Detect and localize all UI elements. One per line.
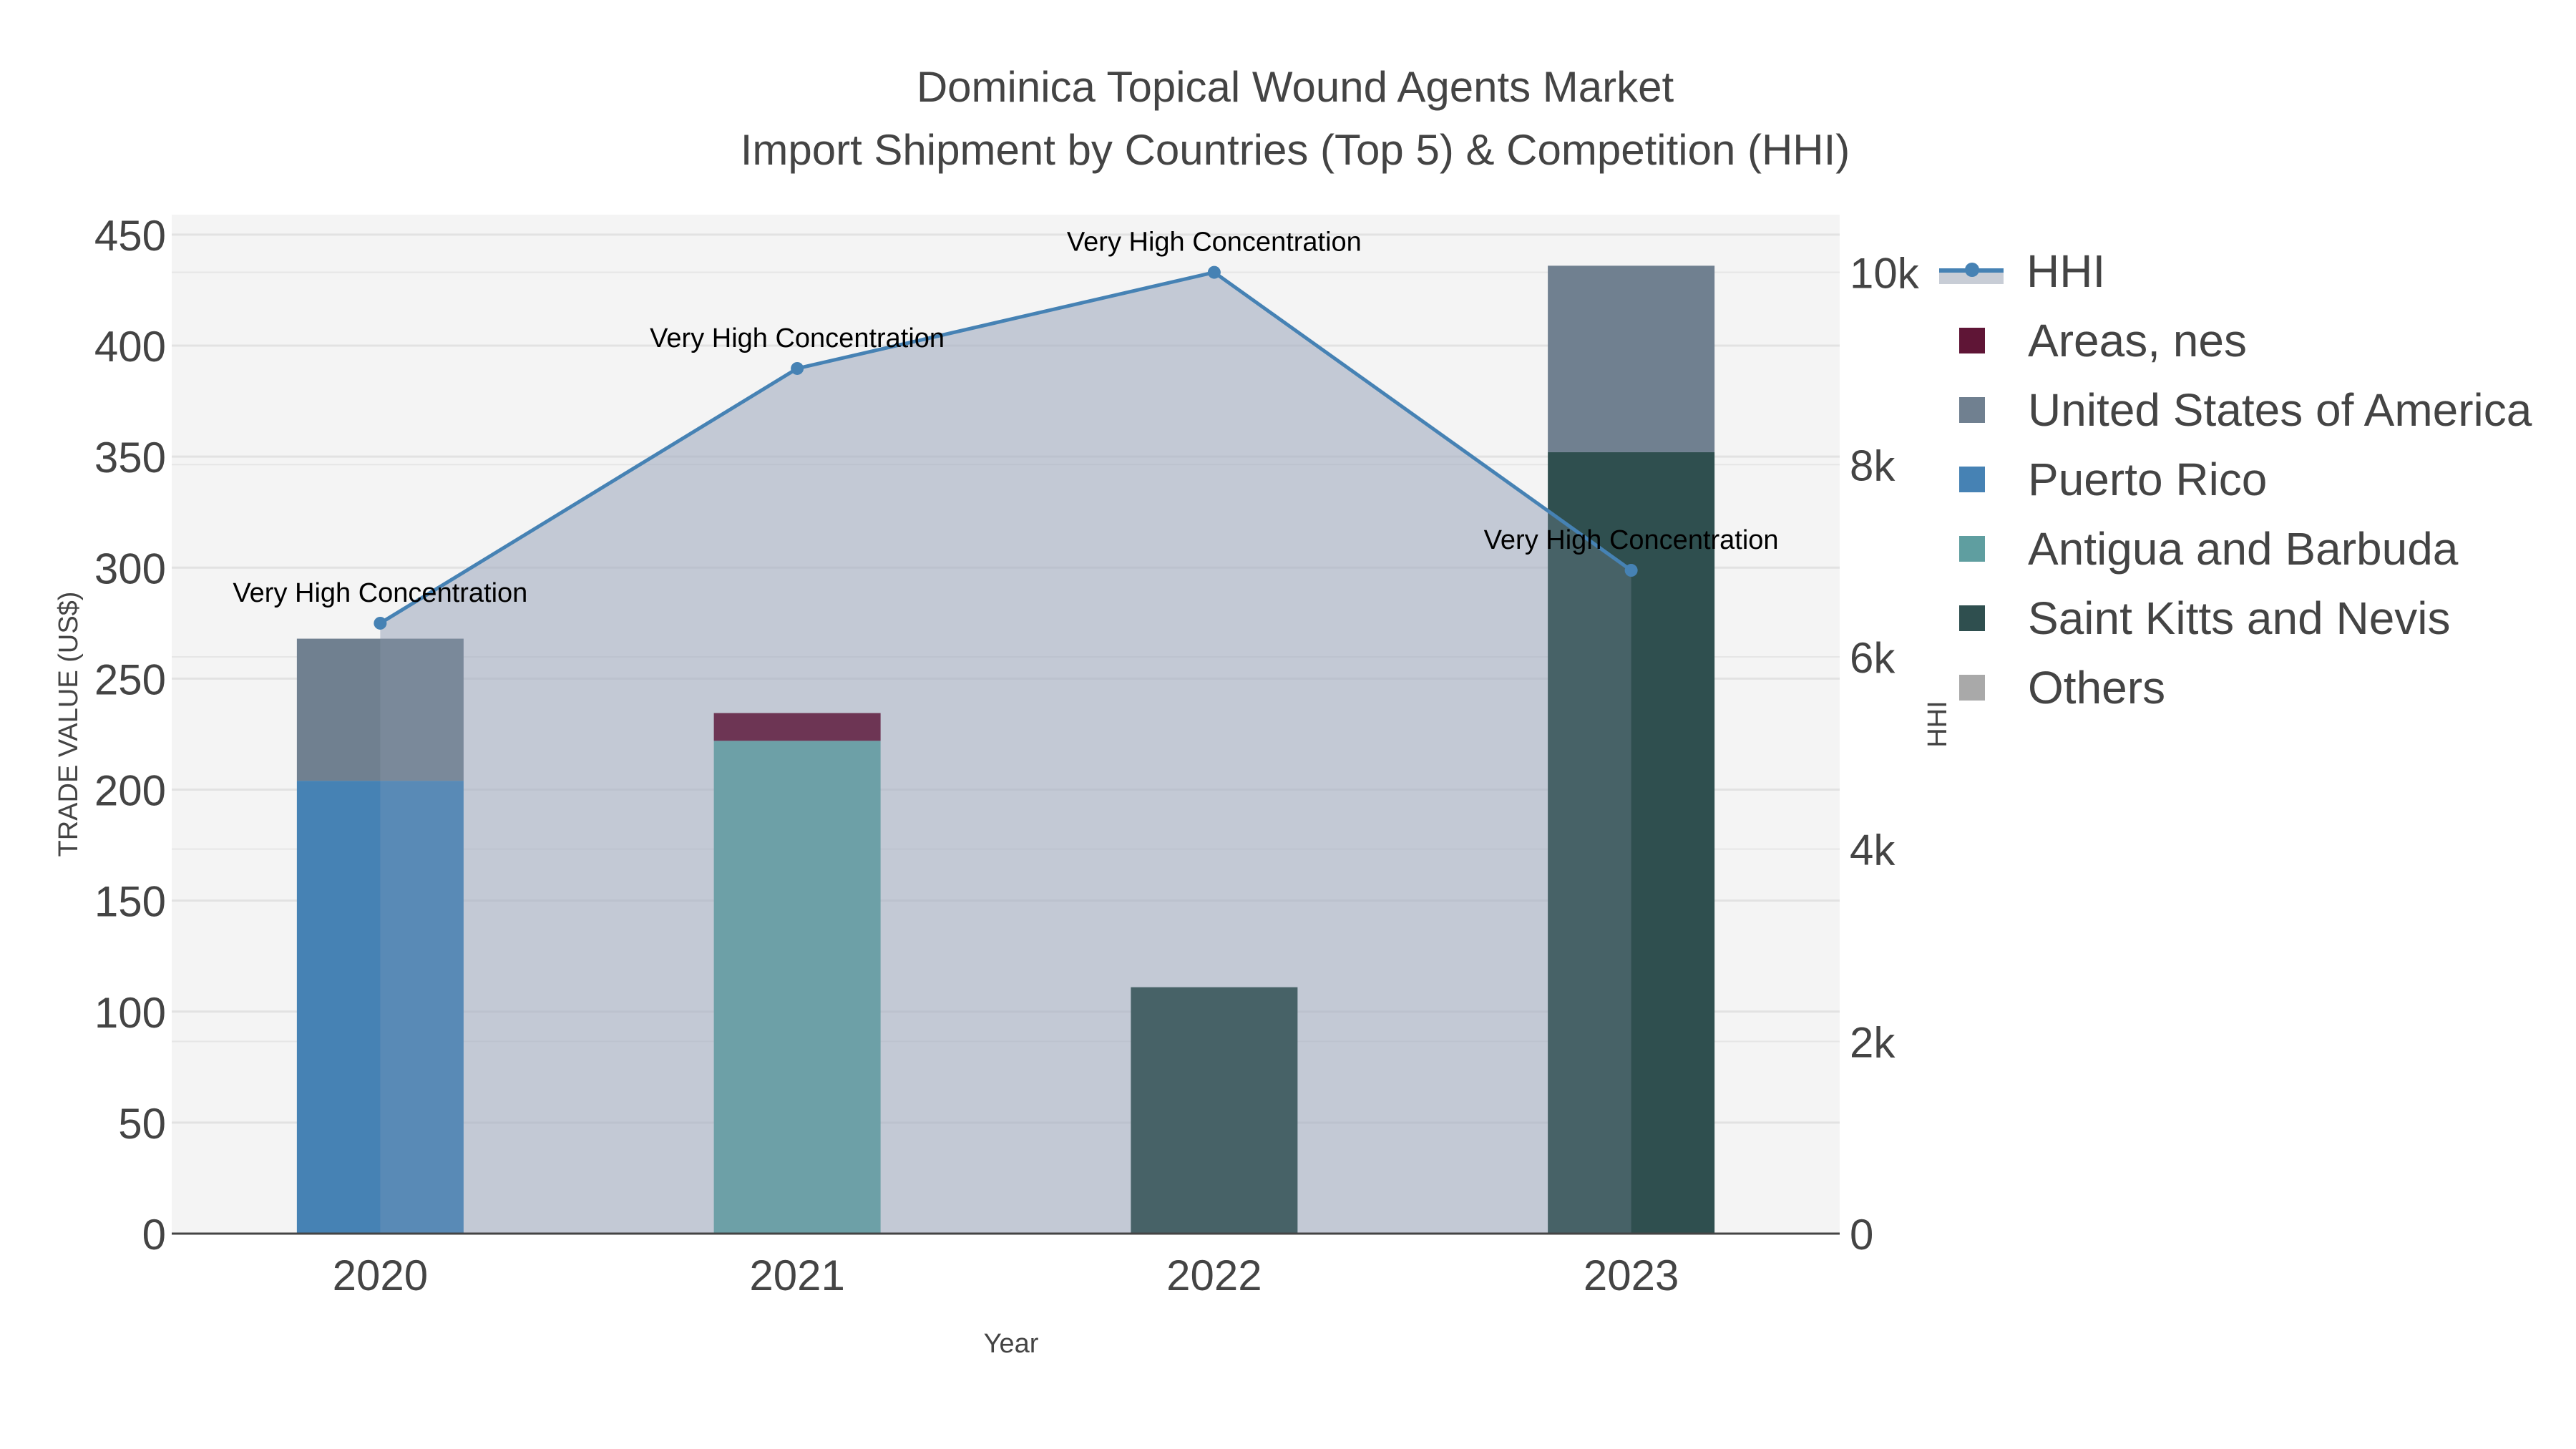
y2-axis-title: HHI (1923, 701, 1953, 747)
bar-segment[interactable] (296, 638, 464, 781)
y2-tick-label: 8k (1850, 441, 1896, 489)
legend-label: HHI (2026, 245, 2106, 297)
y-tick-label: 150 (94, 878, 166, 926)
hhi-area-fill (380, 272, 1631, 1234)
legend-item[interactable]: Others (1939, 653, 2532, 722)
color-swatch-icon (1959, 605, 1985, 631)
legend-item[interactable]: United States of America (1939, 375, 2532, 444)
x-tick-label: 2022 (1166, 1252, 1262, 1299)
hhi-annotation: Very High Concentration (233, 578, 527, 608)
hhi-fill-overlay (380, 272, 1631, 1234)
legend-item[interactable]: HHI (1939, 236, 2532, 306)
y2-tick-label: 4k (1850, 826, 1896, 874)
x-axis-title: Year (984, 1329, 1039, 1359)
legend-item[interactable]: Puerto Rico (1939, 444, 2532, 514)
legend-label: Antigua and Barbuda (2028, 522, 2459, 575)
hhi-marker[interactable] (1207, 265, 1221, 279)
hhi-annotation: Very High Concentration (650, 323, 945, 353)
y-tick-label: 50 (118, 1100, 166, 1148)
y2-tick-label: 2k (1850, 1018, 1896, 1066)
legend: HHI Areas, nes United States of America Pue… (1939, 236, 2532, 722)
color-swatch-icon (1959, 535, 1985, 562)
legend-label: United States of America (2028, 384, 2532, 436)
hhi-annotation: Very High Concentration (1484, 525, 1779, 555)
y2-tick-label: 6k (1850, 634, 1896, 682)
bar-segment[interactable] (1131, 987, 1298, 1234)
bar-segment[interactable] (1548, 452, 1715, 1234)
legend-item[interactable]: Saint Kitts and Nevis (1939, 583, 2532, 653)
color-swatch-icon (1959, 466, 1985, 492)
bar-segment[interactable] (296, 781, 464, 1234)
chart-title: Dominica Topical Wound Agents Market (917, 63, 1674, 111)
y-axis-title: TRADE VALUE (US$) (54, 592, 84, 857)
y-tick-label: 300 (94, 545, 166, 592)
color-swatch-icon (1959, 327, 1985, 353)
y-tick-label: 400 (94, 323, 166, 371)
y-tick-label: 0 (142, 1211, 166, 1259)
x-tick-label: 2020 (333, 1252, 428, 1299)
legend-label: Puerto Rico (2028, 453, 2268, 505)
color-swatch-icon (1959, 396, 1985, 423)
y-tick-label: 100 (94, 989, 166, 1037)
x-tick-label: 2021 (749, 1252, 844, 1299)
legend-item[interactable]: Areas, nes (1939, 306, 2532, 375)
y-tick-label: 450 (94, 212, 166, 260)
y2-axis-ticks: 0 2k 4k 6k 8k 10k (1850, 250, 1920, 1259)
hhi-marker[interactable] (1624, 564, 1638, 577)
y-axis-ticks: 0 50 100 150 200 250 300 350 400 450 (94, 212, 166, 1259)
bars (296, 265, 1715, 1234)
bar-segment[interactable] (1548, 265, 1715, 452)
hhi-annotations: Very High Concentration Very High Concent… (233, 228, 1778, 608)
y2-tick-label: 0 (1850, 1211, 1873, 1259)
bar-segment[interactable] (713, 741, 881, 1234)
y-tick-label: 350 (94, 434, 166, 482)
bar-segment[interactable] (713, 713, 881, 741)
hhi-annotation: Very High Concentration (1067, 228, 1362, 258)
hhi-marker[interactable] (791, 361, 804, 375)
hhi-marker[interactable] (374, 616, 387, 630)
y2-tick-label: 10k (1850, 250, 1920, 298)
chart-subtitle: Import Shipment by Countries (Top 5) & C… (741, 126, 1850, 174)
legend-label: Saint Kitts and Nevis (2028, 592, 2451, 644)
legend-label: Areas, nes (2028, 314, 2247, 366)
hhi-line (374, 265, 1638, 630)
x-tick-label: 2023 (1584, 1252, 1679, 1299)
line-marker-icon (1939, 258, 2004, 284)
legend-item[interactable]: Antigua and Barbuda (1939, 514, 2532, 583)
legend-label: Others (2028, 661, 2166, 713)
hhi-polyline (379, 270, 1633, 625)
x-axis-ticks: 2020 2021 2022 2023 (333, 1252, 1679, 1299)
hhi-fill-area (380, 272, 1631, 1234)
y-tick-label: 200 (94, 767, 166, 815)
color-swatch-icon (1959, 674, 1985, 701)
y-tick-label: 250 (94, 655, 166, 703)
